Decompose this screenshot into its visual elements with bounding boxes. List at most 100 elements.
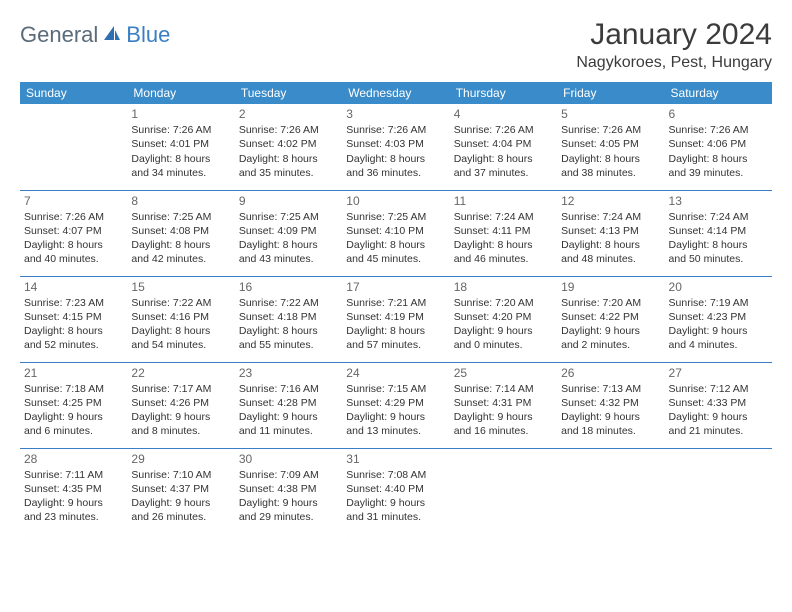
daylight-text: and 45 minutes. <box>346 252 445 266</box>
sunset-text: Sunset: 4:37 PM <box>131 482 230 496</box>
daylight-text: and 40 minutes. <box>24 252 123 266</box>
sunset-text: Sunset: 4:14 PM <box>669 224 768 238</box>
sunrise-text: Sunrise: 7:11 AM <box>24 468 123 482</box>
daylight-text: Daylight: 9 hours <box>346 496 445 510</box>
sunrise-text: Sunrise: 7:09 AM <box>239 468 338 482</box>
daylight-text: Daylight: 9 hours <box>24 496 123 510</box>
sunrise-text: Sunrise: 7:08 AM <box>346 468 445 482</box>
day-number: 27 <box>669 365 768 381</box>
sunrise-text: Sunrise: 7:26 AM <box>239 123 338 137</box>
weekday-header: Sunday <box>20 82 127 104</box>
sunset-text: Sunset: 4:02 PM <box>239 137 338 151</box>
daylight-text: and 11 minutes. <box>239 424 338 438</box>
title-block: January 2024 Nagykoroes, Pest, Hungary <box>576 18 772 72</box>
calendar-day-cell <box>450 448 557 534</box>
daylight-text: and 29 minutes. <box>239 510 338 524</box>
calendar-day-cell: 31Sunrise: 7:08 AMSunset: 4:40 PMDayligh… <box>342 448 449 534</box>
daylight-text: and 13 minutes. <box>346 424 445 438</box>
day-number: 5 <box>561 106 660 122</box>
day-number: 2 <box>239 106 338 122</box>
sunrise-text: Sunrise: 7:24 AM <box>669 210 768 224</box>
calendar-day-cell <box>557 448 664 534</box>
calendar-day-cell: 3Sunrise: 7:26 AMSunset: 4:03 PMDaylight… <box>342 104 449 190</box>
day-number: 30 <box>239 451 338 467</box>
daylight-text: and 57 minutes. <box>346 338 445 352</box>
sunset-text: Sunset: 4:03 PM <box>346 137 445 151</box>
daylight-text: Daylight: 9 hours <box>131 410 230 424</box>
sunset-text: Sunset: 4:11 PM <box>454 224 553 238</box>
daylight-text: and 2 minutes. <box>561 338 660 352</box>
calendar-day-cell: 1Sunrise: 7:26 AMSunset: 4:01 PMDaylight… <box>127 104 234 190</box>
daylight-text: and 4 minutes. <box>669 338 768 352</box>
day-number: 14 <box>24 279 123 295</box>
daylight-text: Daylight: 8 hours <box>454 152 553 166</box>
day-number: 13 <box>669 193 768 209</box>
sunrise-text: Sunrise: 7:13 AM <box>561 382 660 396</box>
daylight-text: and 18 minutes. <box>561 424 660 438</box>
day-number: 7 <box>24 193 123 209</box>
sunrise-text: Sunrise: 7:23 AM <box>24 296 123 310</box>
sunrise-text: Sunrise: 7:22 AM <box>239 296 338 310</box>
daylight-text: Daylight: 8 hours <box>24 324 123 338</box>
daylight-text: Daylight: 9 hours <box>239 410 338 424</box>
daylight-text: and 34 minutes. <box>131 166 230 180</box>
daylight-text: Daylight: 8 hours <box>669 152 768 166</box>
daylight-text: Daylight: 9 hours <box>561 410 660 424</box>
sunset-text: Sunset: 4:09 PM <box>239 224 338 238</box>
calendar-day-cell: 14Sunrise: 7:23 AMSunset: 4:15 PMDayligh… <box>20 276 127 362</box>
calendar-day-cell: 29Sunrise: 7:10 AMSunset: 4:37 PMDayligh… <box>127 448 234 534</box>
weekday-header-row: SundayMondayTuesdayWednesdayThursdayFrid… <box>20 82 772 104</box>
weekday-header: Saturday <box>665 82 772 104</box>
sunset-text: Sunset: 4:26 PM <box>131 396 230 410</box>
sunset-text: Sunset: 4:23 PM <box>669 310 768 324</box>
daylight-text: and 0 minutes. <box>454 338 553 352</box>
sunrise-text: Sunrise: 7:19 AM <box>669 296 768 310</box>
daylight-text: and 42 minutes. <box>131 252 230 266</box>
calendar-week-row: 1Sunrise: 7:26 AMSunset: 4:01 PMDaylight… <box>20 104 772 190</box>
sunset-text: Sunset: 4:38 PM <box>239 482 338 496</box>
sunset-text: Sunset: 4:15 PM <box>24 310 123 324</box>
day-number: 17 <box>346 279 445 295</box>
day-number: 21 <box>24 365 123 381</box>
daylight-text: and 35 minutes. <box>239 166 338 180</box>
calendar-day-cell: 11Sunrise: 7:24 AMSunset: 4:11 PMDayligh… <box>450 190 557 276</box>
sunset-text: Sunset: 4:22 PM <box>561 310 660 324</box>
day-number: 24 <box>346 365 445 381</box>
daylight-text: Daylight: 9 hours <box>131 496 230 510</box>
sunrise-text: Sunrise: 7:18 AM <box>24 382 123 396</box>
daylight-text: and 54 minutes. <box>131 338 230 352</box>
sunset-text: Sunset: 4:32 PM <box>561 396 660 410</box>
sunrise-text: Sunrise: 7:26 AM <box>561 123 660 137</box>
daylight-text: and 52 minutes. <box>24 338 123 352</box>
daylight-text: Daylight: 9 hours <box>24 410 123 424</box>
calendar-day-cell <box>20 104 127 190</box>
sunrise-text: Sunrise: 7:24 AM <box>454 210 553 224</box>
daylight-text: and 48 minutes. <box>561 252 660 266</box>
sunrise-text: Sunrise: 7:26 AM <box>24 210 123 224</box>
calendar-day-cell: 19Sunrise: 7:20 AMSunset: 4:22 PMDayligh… <box>557 276 664 362</box>
daylight-text: Daylight: 8 hours <box>346 152 445 166</box>
weekday-header: Thursday <box>450 82 557 104</box>
sunrise-text: Sunrise: 7:14 AM <box>454 382 553 396</box>
daylight-text: Daylight: 8 hours <box>24 238 123 252</box>
calendar-day-cell: 22Sunrise: 7:17 AMSunset: 4:26 PMDayligh… <box>127 362 234 448</box>
daylight-text: and 6 minutes. <box>24 424 123 438</box>
sunset-text: Sunset: 4:07 PM <box>24 224 123 238</box>
daylight-text: Daylight: 8 hours <box>239 238 338 252</box>
sunrise-text: Sunrise: 7:12 AM <box>669 382 768 396</box>
daylight-text: and 38 minutes. <box>561 166 660 180</box>
daylight-text: Daylight: 9 hours <box>454 410 553 424</box>
day-number: 22 <box>131 365 230 381</box>
weekday-header: Monday <box>127 82 234 104</box>
calendar-day-cell: 24Sunrise: 7:15 AMSunset: 4:29 PMDayligh… <box>342 362 449 448</box>
weekday-header: Wednesday <box>342 82 449 104</box>
calendar-day-cell: 21Sunrise: 7:18 AMSunset: 4:25 PMDayligh… <box>20 362 127 448</box>
day-number: 25 <box>454 365 553 381</box>
sunrise-text: Sunrise: 7:20 AM <box>454 296 553 310</box>
weekday-header: Tuesday <box>235 82 342 104</box>
calendar-week-row: 14Sunrise: 7:23 AMSunset: 4:15 PMDayligh… <box>20 276 772 362</box>
sunset-text: Sunset: 4:28 PM <box>239 396 338 410</box>
day-number: 26 <box>561 365 660 381</box>
calendar-day-cell: 25Sunrise: 7:14 AMSunset: 4:31 PMDayligh… <box>450 362 557 448</box>
sunrise-text: Sunrise: 7:25 AM <box>346 210 445 224</box>
